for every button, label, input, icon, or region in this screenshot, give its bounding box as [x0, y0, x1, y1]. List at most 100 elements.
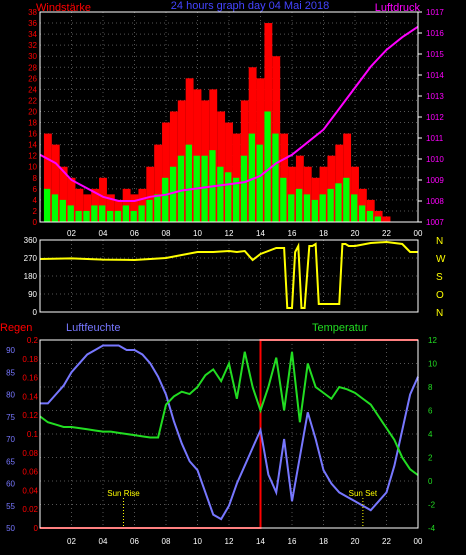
- wind-tick-label: 8: [33, 174, 38, 183]
- pressure-tick-label: 1014: [426, 71, 444, 80]
- x-tick-label-bottom: 14: [256, 537, 265, 546]
- pressure-tick-label: 1007: [426, 218, 444, 227]
- rain-tick-label: 0.04: [22, 486, 38, 495]
- x-tick-label-top: 10: [193, 229, 202, 238]
- pressure-line: [39, 25, 419, 202]
- gust-bar: [288, 194, 295, 222]
- humidity-tick-label: 85: [6, 368, 15, 377]
- x-tick-label-top: 06: [130, 229, 139, 238]
- x-tick-label-top: 12: [225, 229, 234, 238]
- compass-label: N: [436, 236, 443, 247]
- humidity-line: [40, 344, 419, 521]
- gust-bar: [91, 205, 98, 222]
- gust-bar: [201, 155, 208, 222]
- dir-tick-label: 90: [28, 290, 37, 299]
- x-tick-label-bottom: 16: [288, 537, 297, 546]
- wind-tick-label: 36: [28, 19, 37, 28]
- x-tick-label-bottom: 08: [162, 537, 171, 546]
- wind-bar: [51, 144, 60, 222]
- gust-bar: [272, 133, 279, 222]
- wind-bar: [114, 199, 123, 222]
- gust-bar: [217, 166, 224, 222]
- pressure-tick-label: 1016: [426, 29, 444, 38]
- rain-tick-label: 0.08: [22, 449, 38, 458]
- rain-tick-label: 0.02: [22, 505, 38, 514]
- wind-bar: [162, 122, 170, 222]
- wind-tick-label: 10: [28, 163, 37, 172]
- wind-tick-label: 28: [28, 63, 37, 72]
- wind-tick-label: 6: [33, 185, 38, 194]
- wind-tick-label: 14: [28, 141, 37, 150]
- rain-tick-label: 0.12: [22, 411, 38, 420]
- wind-tick-label: 22: [28, 96, 37, 105]
- gust-bar: [59, 199, 66, 222]
- gust-bar: [177, 155, 185, 222]
- compass-label: N: [436, 308, 443, 319]
- pressure-tick-label: 1010: [426, 155, 444, 164]
- dir-tick-label: 180: [24, 272, 38, 281]
- x-tick-label-bottom: 02: [67, 537, 76, 546]
- compass-label: O: [436, 290, 444, 301]
- humidity-tick-label: 55: [6, 502, 15, 511]
- gust-bar: [225, 172, 232, 222]
- temp-tick-label: 12: [428, 336, 437, 345]
- pressure-tick-label: 1015: [426, 50, 444, 59]
- x-tick-label-top: 16: [288, 229, 297, 238]
- x-tick-label-bottom: 18: [319, 537, 328, 546]
- wind-tick-label: 2: [33, 207, 38, 216]
- temp-tick-label: -2: [428, 501, 436, 510]
- sun-annotation: Sun Rise: [107, 489, 140, 498]
- wind-tick-label: 24: [28, 85, 37, 94]
- gust-bar: [280, 177, 287, 222]
- header-luftdruck: Luftdruck: [375, 2, 421, 14]
- dir-tick-label: 360: [24, 236, 38, 245]
- gust-bar: [366, 210, 374, 222]
- temp-tick-label: 2: [428, 454, 433, 463]
- humidity-tick-label: 65: [6, 457, 15, 466]
- gust-bar: [311, 199, 318, 222]
- x-tick-label-top: 04: [99, 229, 108, 238]
- gust-bar: [67, 205, 74, 222]
- sun-annotation: Sun Set: [349, 489, 378, 498]
- temp-tick-label: 4: [428, 430, 433, 439]
- x-tick-label-top: 20: [351, 229, 360, 238]
- humidity-axis-title: Luftfeuchte: [66, 322, 120, 334]
- gust-bar: [327, 188, 334, 222]
- wind-bar: [130, 194, 139, 222]
- wind-tick-label: 20: [28, 107, 37, 116]
- x-tick-label-top: 08: [162, 229, 171, 238]
- wind-tick-label: 34: [28, 30, 37, 39]
- compass-label: W: [436, 254, 446, 265]
- humidity-tick-label: 90: [6, 346, 15, 355]
- dir-frame: [39, 239, 419, 313]
- rain-tick-label: 0: [34, 524, 39, 533]
- pressure-tick-label: 1013: [426, 92, 444, 101]
- x-tick-label-bottom: 04: [99, 537, 108, 546]
- wind-bar: [99, 177, 107, 222]
- pressure-tick-label: 1012: [426, 113, 444, 122]
- temp-tick-label: 10: [428, 360, 437, 369]
- wind-bar: [382, 216, 391, 222]
- rain-tick-label: 0.1: [27, 430, 39, 439]
- gust-bar: [358, 205, 366, 222]
- wind-bar: [146, 166, 155, 222]
- wind-bar: [67, 177, 76, 222]
- gust-bar: [319, 194, 326, 222]
- temp-tick-label: -4: [428, 524, 436, 533]
- gust-bar: [374, 216, 381, 222]
- gust-bar: [303, 194, 311, 222]
- wind-bar: [154, 144, 163, 222]
- wind-tick-label: 32: [28, 41, 37, 50]
- humidity-tick-label: 80: [6, 391, 15, 400]
- rain-tick-label: 0.14: [22, 392, 38, 401]
- rain-axis-title: Regen: [0, 322, 32, 334]
- gust-bar: [83, 210, 90, 222]
- wind-bar: [366, 199, 375, 222]
- temperature-axis-title: Temperatur: [312, 322, 368, 334]
- gust-bar: [185, 144, 192, 222]
- temp-tick-label: 0: [428, 477, 433, 486]
- temp-tick-label: 8: [428, 383, 433, 392]
- gust-bar: [138, 205, 145, 222]
- humidity-tick-label: 50: [6, 524, 15, 533]
